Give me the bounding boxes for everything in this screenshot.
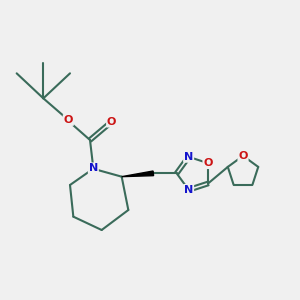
Text: N: N <box>184 152 193 162</box>
Text: O: O <box>203 158 213 168</box>
Text: N: N <box>184 185 193 195</box>
Text: N: N <box>89 163 98 173</box>
Text: O: O <box>107 117 116 127</box>
Text: O: O <box>64 115 73 125</box>
Text: O: O <box>238 151 248 161</box>
Polygon shape <box>122 171 154 177</box>
